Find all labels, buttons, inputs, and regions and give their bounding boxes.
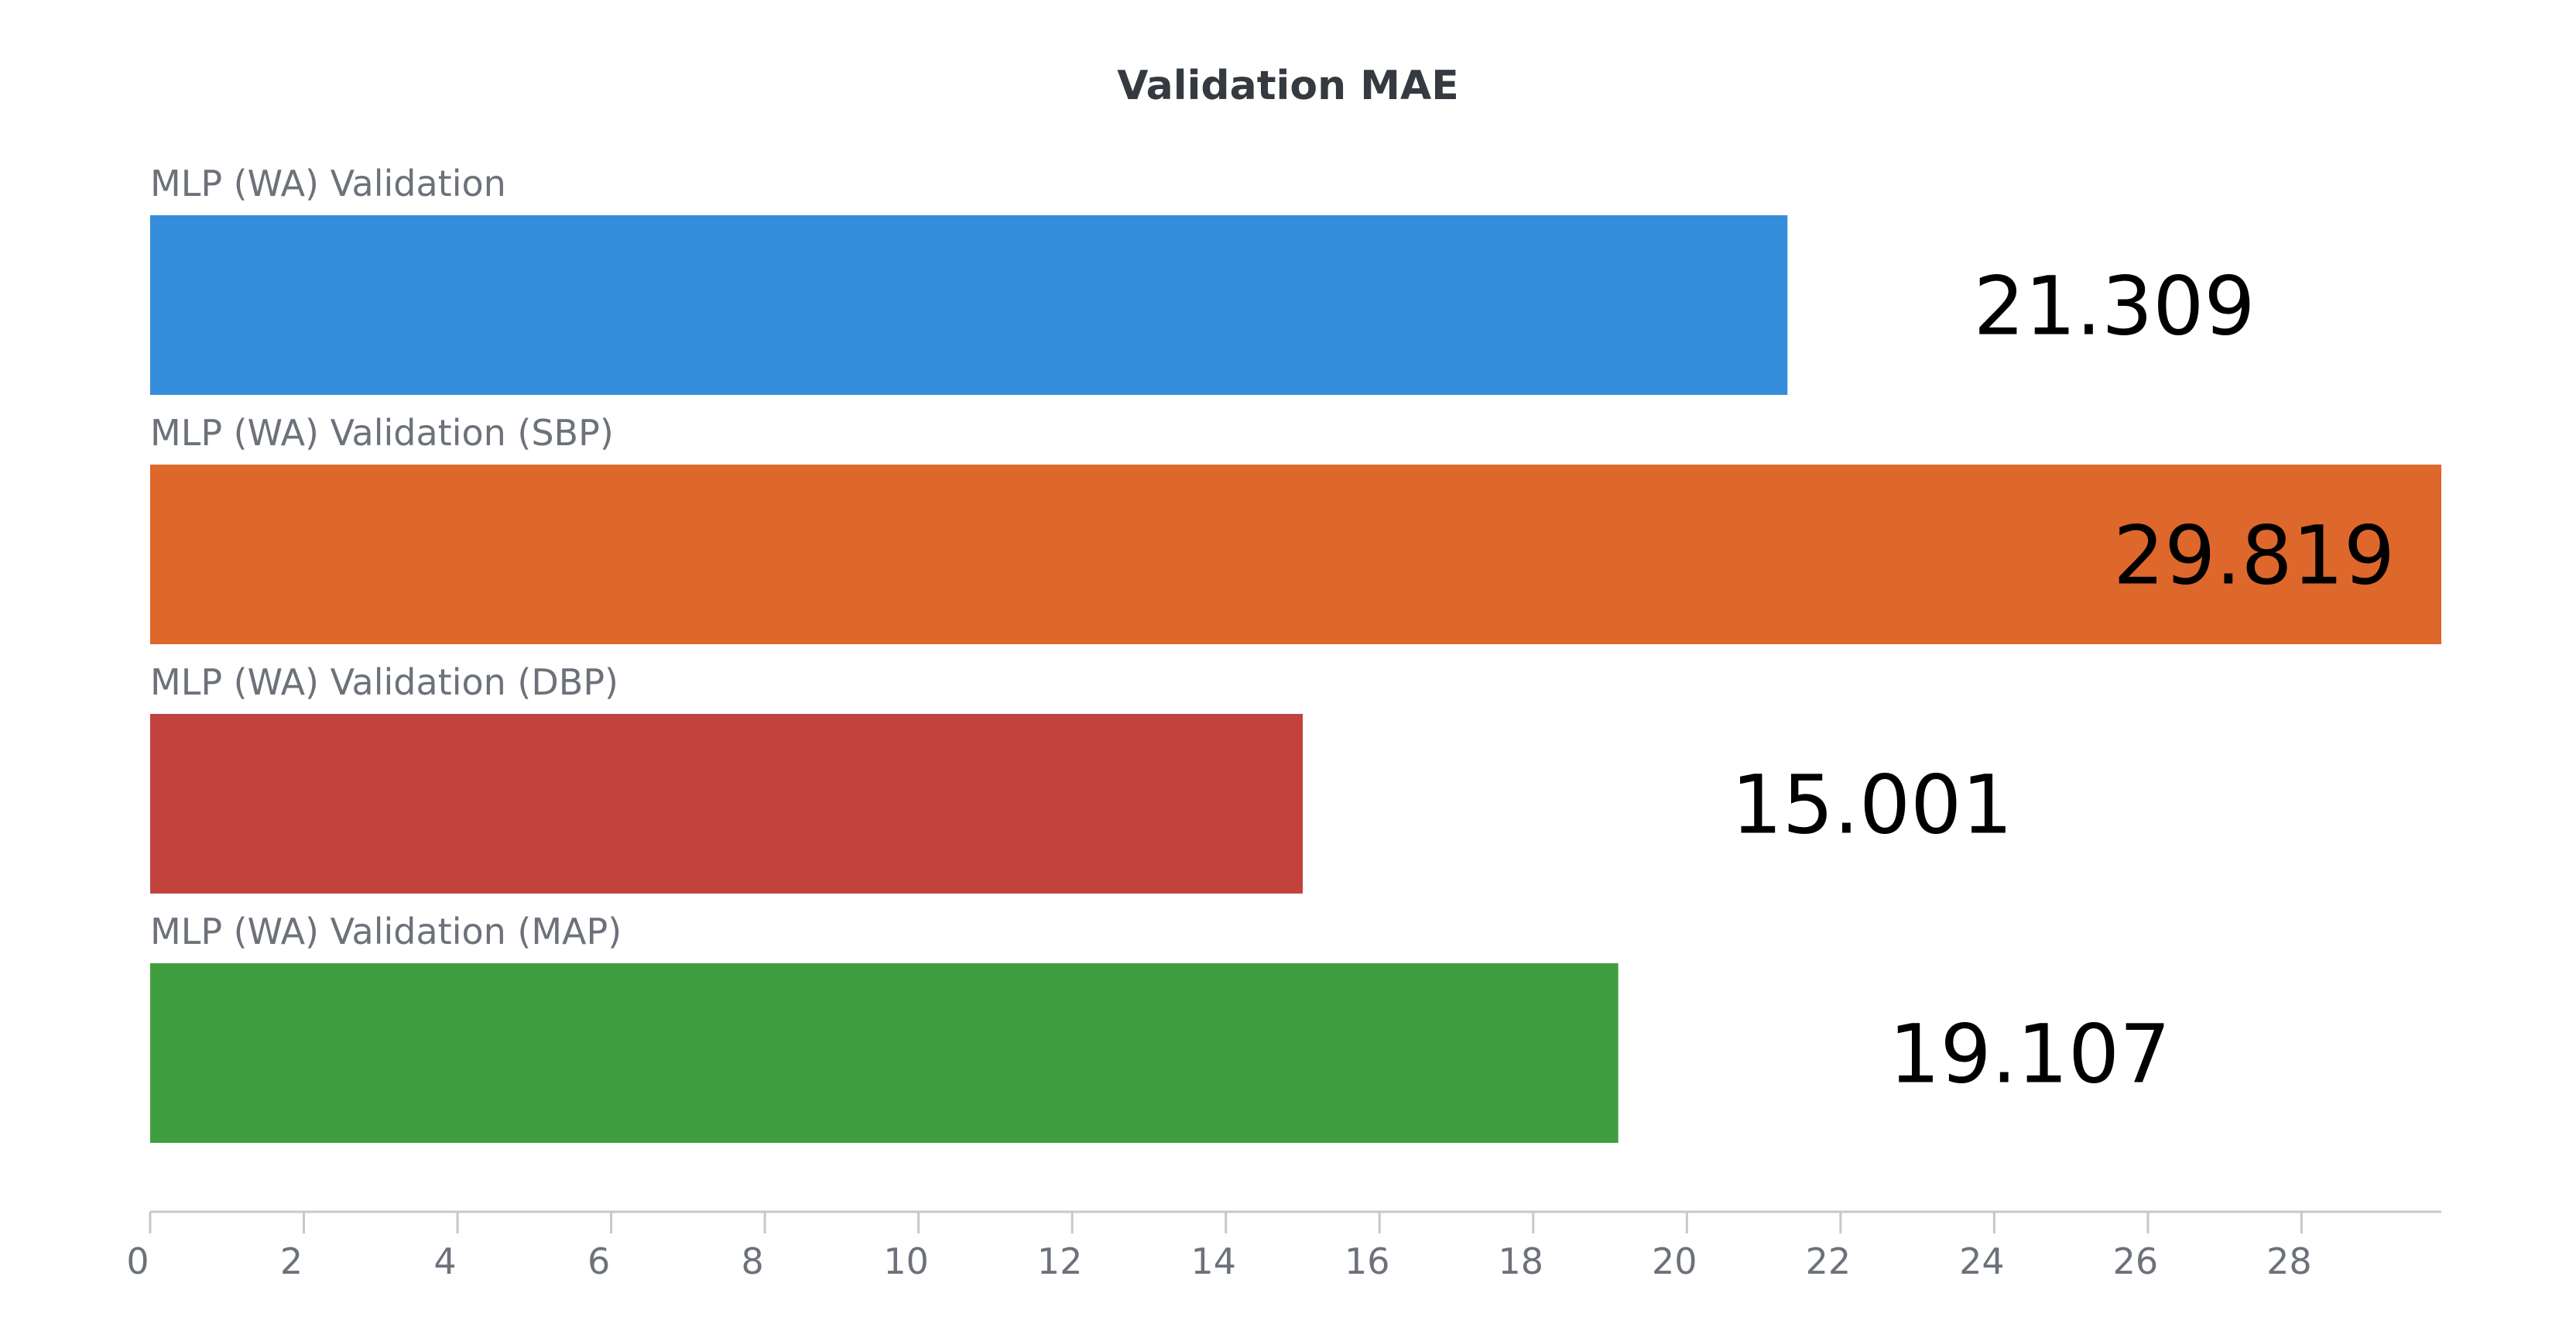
x-tick-label: 4 — [433, 1240, 456, 1282]
x-tick-label: 6 — [587, 1240, 610, 1282]
chart-title: Validation MAE — [1117, 63, 1459, 109]
value-label: 15.001 — [1732, 757, 2013, 852]
x-tick-label: 26 — [2113, 1240, 2159, 1282]
category-label: MLP (WA) Validation (SBP) — [150, 412, 614, 454]
category-label: MLP (WA) Validation (DBP) — [150, 661, 618, 703]
x-axis: 0 2 4 6 8 10 12 14 16 18 20 22 24 26 28 — [126, 1210, 2441, 1282]
x-tick-label: 14 — [1190, 1240, 1236, 1282]
category-label: MLP (WA) Validation — [150, 163, 506, 204]
bar[interactable] — [150, 215, 1788, 395]
bars-layer: MLP (WA) Validation 21.309 MLP (WA) Valida… — [150, 163, 2441, 1143]
bar[interactable] — [150, 963, 1619, 1143]
x-tick-label: 28 — [2266, 1240, 2312, 1282]
x-tick-label: 24 — [1959, 1240, 2005, 1282]
x-tick-label: 20 — [1652, 1240, 1697, 1282]
value-label: 19.107 — [1889, 1007, 2170, 1101]
value-label: 21.309 — [1974, 259, 2256, 353]
x-tick-label: 8 — [741, 1240, 763, 1282]
x-tick-label: 16 — [1345, 1240, 1390, 1282]
value-label: 29.819 — [2113, 508, 2395, 602]
x-tick-label: 0 — [126, 1240, 149, 1282]
x-tick-label: 2 — [280, 1240, 303, 1282]
x-tick-label: 10 — [883, 1240, 929, 1282]
bar[interactable] — [150, 714, 1303, 894]
category-label: MLP (WA) Validation (MAP) — [150, 911, 622, 952]
x-tick-label: 22 — [1806, 1240, 1852, 1282]
bar[interactable] — [150, 465, 2441, 644]
x-tick-label: 18 — [1499, 1240, 1544, 1282]
x-tick-label: 12 — [1037, 1240, 1083, 1282]
